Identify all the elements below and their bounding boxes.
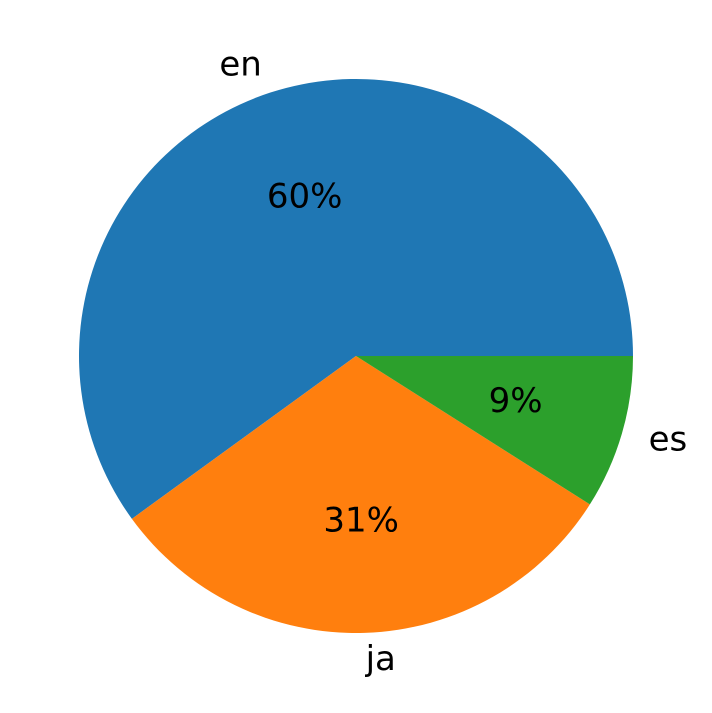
value-label: 60% [267, 176, 343, 216]
value-label: 9% [489, 381, 543, 421]
slice-label: ja [365, 639, 396, 679]
pie-slice [78, 78, 634, 519]
pie-slice [131, 356, 590, 634]
slice-label: es [649, 420, 688, 460]
slice-label: en [219, 45, 261, 85]
value-label: 31% [323, 501, 399, 541]
pie-slice [356, 356, 633, 505]
